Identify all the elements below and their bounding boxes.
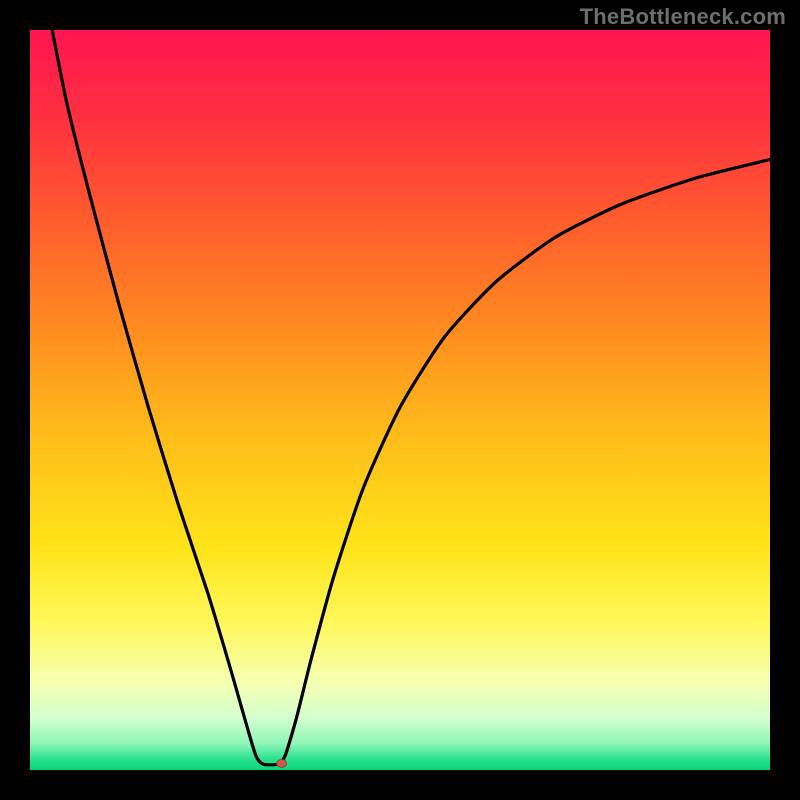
chart-frame: TheBottleneck.com xyxy=(0,0,800,800)
plot-area xyxy=(30,30,770,770)
watermark-text: TheBottleneck.com xyxy=(580,4,786,30)
gradient-chart xyxy=(30,30,770,770)
optimal-point-marker xyxy=(277,759,287,767)
gradient-background xyxy=(30,30,770,770)
